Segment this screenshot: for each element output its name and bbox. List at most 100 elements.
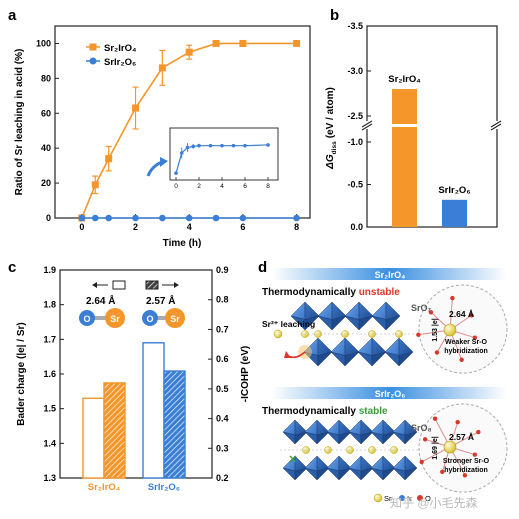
sro8-o-atom <box>419 459 424 465</box>
data-point-square <box>91 181 99 189</box>
panel-a-chart: Ratio of Sr leaching in acid (%) Time (h… <box>14 25 311 249</box>
inset-x-tick-label: 0 <box>174 183 178 190</box>
y-tick-label-c-right: 0.5 <box>216 384 229 394</box>
y-tick-label-a: 0 <box>46 213 51 223</box>
note2b: hybridization <box>444 467 488 474</box>
bond-length-2: 2.57 Å <box>146 294 175 307</box>
panel-c-chart: Bader charge (|e| / Sr) -ICOHP (eV) 1.3 1… <box>16 265 251 493</box>
data-point-circle <box>293 214 300 222</box>
data-point-circle <box>159 214 166 222</box>
octahedron-2-face <box>360 431 374 445</box>
sro7-o-atom <box>434 350 440 355</box>
header-2-text: SrIr₂O₆ <box>375 389 406 399</box>
bar-label-b-1: SrIr₂O₆ <box>438 185 470 196</box>
srir2o6-structure <box>280 419 420 481</box>
watermark: 知乎 @小毛先森 <box>390 495 478 510</box>
panel-b-chart: -3.5 -3.0 -2.5 -1.0 -0.5 0.0 Sr₂IrO₄ SrIr₂O₆ Δ… <box>325 21 504 232</box>
inset-point <box>179 151 184 155</box>
data-point-square <box>132 104 140 112</box>
octahedron-2-face <box>316 431 330 445</box>
y-tick-label-a: 60 <box>41 108 51 118</box>
sr-atom <box>395 330 403 338</box>
legend-label-srir2o6: SrIr₂O₆ <box>104 57 136 68</box>
data-point-circle <box>212 214 220 222</box>
octahedron-2-face <box>294 431 308 445</box>
data-point-square <box>239 39 247 47</box>
bar-label-b-0: Sr₂IrO₄ <box>388 74 421 85</box>
title-stable: Thermodynamically stable <box>262 406 388 417</box>
bond-diagram-2: O Sr <box>142 308 185 328</box>
y-tick-label-b: -2.5 <box>347 111 363 121</box>
data-point-square <box>212 39 220 47</box>
y-tick-label-c-right: 0.3 <box>216 443 229 453</box>
sro7-o-atom <box>450 295 455 301</box>
svg-text:Ir: Ir <box>407 494 412 503</box>
octahedron-1-face <box>385 315 401 331</box>
y-tick-label-c-left: 1.9 <box>43 265 56 275</box>
octahedron-1-face <box>317 351 333 367</box>
data-point-circle <box>105 214 112 222</box>
data-point-square <box>158 64 166 72</box>
octahedron-2-face <box>360 467 374 481</box>
y-tick-label-a: 80 <box>41 73 51 83</box>
x-axis-title-a: Time (h) <box>163 238 202 249</box>
inset-x-tick-label: 8 <box>266 183 270 190</box>
y-tick-label-c-right: 0.7 <box>216 324 229 334</box>
octahedron-2-face <box>316 467 330 481</box>
sro8-o-atom <box>440 469 445 475</box>
y-tick-label-c-right: 0.4 <box>216 414 229 424</box>
y-tick-label-b: 0.0 <box>350 222 363 232</box>
x-category-label-c-0: Sr₂IrO₄ <box>88 482 121 493</box>
bar-icohp-1 <box>163 370 186 479</box>
y-tick-label-c-left: 1.3 <box>43 473 56 483</box>
bond-length-1: 2.64 Å <box>86 294 115 307</box>
inset-x-tick-label: 4 <box>220 183 224 190</box>
dist2b: 2.57 Å <box>449 432 474 442</box>
sro7-o-atom <box>459 357 464 362</box>
axis-break <box>360 120 504 131</box>
y-tick-label-b: -3.5 <box>347 21 363 31</box>
sro8-o-atom <box>455 419 460 425</box>
y-tick-label-b: -0.5 <box>347 180 363 190</box>
sro8-o-atom <box>462 473 468 478</box>
inset-x-tick-label: 2 <box>197 183 201 190</box>
note1b: hybridization <box>444 348 488 355</box>
y-tick-label-c-left: 1.8 <box>43 300 56 310</box>
legend-hatched-box <box>145 280 159 290</box>
inset-x-tick-label: 6 <box>243 183 247 190</box>
sro7-zoom: SrO₇ 1.53 |e| 2.64 Å Weaker Sr-O hybridi… <box>411 284 508 374</box>
y-tick-label-b: -3.0 <box>347 66 363 76</box>
panel-c-label: c <box>8 259 16 276</box>
sro7-o-atom <box>469 313 474 318</box>
panel-a-label: a <box>8 7 17 24</box>
data-point-circle <box>132 214 139 222</box>
y-tick-label-c-left: 1.7 <box>43 334 56 344</box>
inset-plot: 0 2 4 6 8 <box>169 127 279 190</box>
data-point-circle <box>239 214 247 222</box>
x-tick-label-a: 8 <box>294 222 299 232</box>
inset-point <box>191 144 196 149</box>
panel-b-label: b <box>330 7 339 24</box>
octahedron-1-face <box>304 315 320 331</box>
svg-text:Sr: Sr <box>384 494 392 503</box>
header-bar-1 <box>272 268 507 280</box>
legend-c <box>92 280 179 290</box>
octahedron-1-face <box>398 351 414 367</box>
inset-arrow-head <box>160 157 168 167</box>
octahedron-2-face <box>382 431 396 445</box>
octahedron-1-face <box>331 315 347 331</box>
y-tick-label-a: 20 <box>41 178 51 188</box>
sr2iro4-structure <box>290 301 420 367</box>
panel-d-schematic: Sr₂IrO₄ SrIr₂O₆ Thermodynamically unstab… <box>262 268 508 510</box>
y-axis-title-b: ΔGdiss(eV / atom) <box>325 87 338 170</box>
x-tick-label-a: 4 <box>187 222 192 232</box>
sro8-o-atom <box>476 429 481 435</box>
octahedron-2-face <box>404 467 418 481</box>
x-category-label-c-1: SrIr₂O₆ <box>148 482 180 493</box>
inset-point <box>174 171 178 175</box>
y-tick-label-c-right: 0.8 <box>216 295 229 305</box>
legend-marker-circle <box>89 57 97 65</box>
octahedron-1-face <box>358 315 374 331</box>
legend-open-box <box>112 280 126 290</box>
title-unstable: Thermodynamically unstable <box>262 287 400 298</box>
